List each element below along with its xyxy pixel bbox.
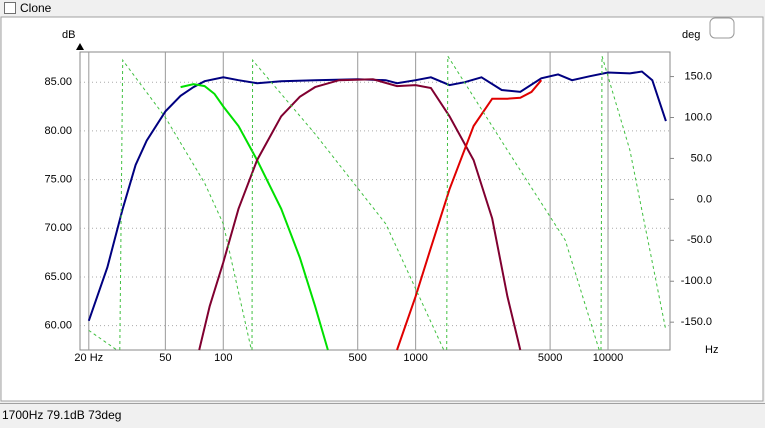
corner-button[interactable] bbox=[709, 17, 735, 39]
checkbox[interactable] bbox=[4, 2, 16, 14]
data-line bbox=[119, 58, 252, 351]
chart: dB deg Hz 20 Hz 50 100 500 1000 5000 10000 60.0… bbox=[0, 16, 764, 402]
data-line bbox=[600, 55, 667, 351]
axis-arrow bbox=[76, 43, 84, 50]
y2-tick-label: -150.0 bbox=[681, 316, 712, 328]
x-tick-label: 50 bbox=[159, 352, 171, 364]
y-tick-label: 85.00 bbox=[44, 76, 72, 88]
y2-tick-label: 150.0 bbox=[684, 70, 712, 82]
data-line bbox=[251, 58, 445, 351]
y2-tick-label: 0.0 bbox=[697, 193, 712, 205]
y2-axis-label: deg bbox=[682, 29, 700, 41]
x-tick-label: 5000 bbox=[538, 352, 562, 364]
y2-tick-label: -100.0 bbox=[681, 275, 712, 287]
data-line bbox=[87, 70, 667, 322]
y2-tick-label: -50.0 bbox=[687, 234, 712, 246]
checkbox-label[interactable]: Clone bbox=[20, 1, 52, 15]
x-tick-label: 10000 bbox=[593, 352, 624, 364]
y-tick-label: 80.00 bbox=[44, 125, 72, 137]
x-tick-label: 20 Hz bbox=[74, 352, 103, 364]
data-line bbox=[180, 83, 329, 351]
status-text: 1700Hz 79.1dB 73deg bbox=[2, 408, 122, 422]
x-tick-label: 500 bbox=[349, 352, 367, 364]
x-tick-label: 100 bbox=[214, 352, 232, 364]
x-axis-label: Hz bbox=[705, 344, 718, 356]
plot-frame bbox=[79, 51, 671, 351]
toolbar: Clone bbox=[0, 0, 765, 16]
y-tick-label: 75.00 bbox=[44, 173, 72, 185]
chart-panel bbox=[0, 16, 764, 402]
y2-tick-label: 100.0 bbox=[684, 111, 712, 123]
status-bar: 1700Hz 79.1dB 73deg bbox=[0, 403, 765, 428]
y-tick-label: 60.00 bbox=[44, 320, 72, 332]
y-tick-label: 70.00 bbox=[44, 222, 72, 234]
y2-tick-label: 50.0 bbox=[691, 152, 712, 164]
y-tick-label: 65.00 bbox=[44, 271, 72, 283]
data-line bbox=[198, 78, 522, 351]
x-tick-label: 1000 bbox=[403, 352, 427, 364]
y-axis-label: dB bbox=[62, 29, 75, 41]
